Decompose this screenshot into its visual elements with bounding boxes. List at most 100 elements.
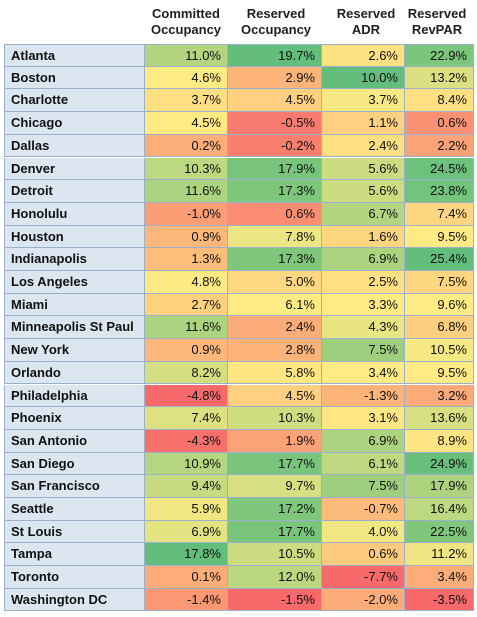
value-cell: 11.0% (145, 44, 228, 67)
city-label: Orlando (4, 361, 145, 385)
table-row: San Antonio -4.3% 1.9% 6.9% 8.9% (4, 429, 474, 453)
value-cell: 4.0% (322, 520, 405, 544)
value-cell: 0.1% (145, 566, 228, 589)
column-header-line1: Reserved (407, 6, 467, 21)
value-cell: 6.9% (322, 248, 405, 271)
table-row: Toronto 0.1% 12.0% -7.7% 3.4% (4, 566, 474, 589)
value-cell: 1.9% (228, 429, 322, 453)
value-cell: 1.6% (322, 225, 405, 249)
table-row: Denver 10.3% 17.9% 5.6% 24.5% (4, 157, 474, 181)
value-cell: 13.2% (405, 66, 474, 90)
table-row: New York 0.9% 2.8% 7.5% 10.5% (4, 339, 474, 362)
value-cell: -1.0% (145, 202, 228, 226)
value-cell: 17.3% (228, 180, 322, 203)
value-cell: 6.1% (228, 293, 322, 317)
table-row: Charlotte 3.7% 4.5% 3.7% 8.4% (4, 89, 474, 113)
city-label: Charlotte (4, 89, 145, 113)
city-label: Washington DC (4, 588, 145, 612)
value-cell: 25.4% (405, 248, 474, 271)
value-cell: 0.2% (145, 134, 228, 158)
value-cell: 17.2% (228, 498, 322, 521)
table-row: Minneapolis St Paul 11.6% 2.4% 4.3% 6.8% (4, 316, 474, 340)
value-cell: 4.8% (145, 271, 228, 294)
value-cell: 4.5% (145, 112, 228, 135)
value-cell: 11.2% (405, 543, 474, 567)
table-row: St Louis 6.9% 17.7% 4.0% 22.5% (4, 520, 474, 544)
value-cell: -2.0% (322, 588, 405, 612)
column-header-line2: ADR (351, 22, 381, 37)
value-cell: -4.3% (145, 429, 228, 453)
table-row: Detroit 11.6% 17.3% 5.6% 23.8% (4, 180, 474, 203)
value-cell: 10.9% (145, 452, 228, 476)
value-cell: 10.3% (145, 157, 228, 181)
value-cell: -1.5% (228, 588, 322, 612)
value-cell: 3.2% (405, 384, 474, 408)
value-cell: -0.5% (228, 112, 322, 135)
table-row: Houston 0.9% 7.8% 1.6% 9.5% (4, 225, 474, 249)
value-cell: 24.9% (405, 452, 474, 476)
city-label: Dallas (4, 134, 145, 158)
table-row: Orlando 8.2% 5.8% 3.4% 9.5% (4, 361, 474, 385)
value-cell: 11.6% (145, 180, 228, 203)
column-header: Committed Occupancy (136, 6, 236, 42)
value-cell: 0.6% (405, 112, 474, 135)
value-cell: 2.8% (228, 339, 322, 362)
value-cell: 4.5% (228, 384, 322, 408)
value-cell: 17.8% (145, 543, 228, 567)
city-label: New York (4, 339, 145, 362)
table-row: Washington DC -1.4% -1.5% -2.0% -3.5% (4, 588, 474, 612)
table-row: Phoenix 7.4% 10.3% 3.1% 13.6% (4, 407, 474, 430)
city-label: Miami (4, 293, 145, 317)
value-cell: 2.4% (228, 316, 322, 340)
value-cell: 4.3% (322, 316, 405, 340)
column-header-line2: RevPAR (411, 22, 463, 37)
table-row: Miami 2.7% 6.1% 3.3% 9.6% (4, 293, 474, 317)
value-cell: 2.2% (405, 134, 474, 158)
value-cell: 9.5% (405, 225, 474, 249)
table-row: Los Angeles 4.8% 5.0% 2.5% 7.5% (4, 271, 474, 294)
city-label: Boston (4, 66, 145, 90)
table-row: Atlanta 11.0% 19.7% 2.6% 22.9% (4, 44, 474, 67)
table-row: Boston 4.6% 2.9% 10.0% 13.2% (4, 66, 474, 90)
value-cell: 4.5% (228, 89, 322, 113)
value-cell: -0.2% (228, 134, 322, 158)
value-cell: -7.7% (322, 566, 405, 589)
value-cell: 13.6% (405, 407, 474, 430)
value-cell: 10.5% (228, 543, 322, 567)
value-cell: 7.8% (228, 225, 322, 249)
value-cell: 12.0% (228, 566, 322, 589)
table-row: Philadelphia -4.8% 4.5% -1.3% 3.2% (4, 384, 474, 408)
table-row: Seattle 5.9% 17.2% -0.7% 16.4% (4, 498, 474, 521)
city-label: Tampa (4, 543, 145, 567)
value-cell: 3.3% (322, 293, 405, 317)
column-header-line1: Reserved (336, 6, 396, 21)
value-cell: -1.3% (322, 384, 405, 408)
value-cell: 6.8% (405, 316, 474, 340)
value-cell: 7.5% (322, 475, 405, 498)
value-cell: 7.5% (322, 339, 405, 362)
value-cell: 8.9% (405, 429, 474, 453)
value-cell: 17.7% (228, 520, 322, 544)
value-cell: 5.6% (322, 180, 405, 203)
table-row: Dallas 0.2% -0.2% 2.4% 2.2% (4, 134, 474, 158)
value-cell: 9.5% (405, 361, 474, 385)
value-cell: 17.9% (405, 475, 474, 498)
value-cell: 2.7% (145, 293, 228, 317)
city-label: Los Angeles (4, 271, 145, 294)
value-cell: 3.1% (322, 407, 405, 430)
value-cell: 17.7% (228, 452, 322, 476)
city-label: Philadelphia (4, 384, 145, 408)
value-cell: 8.4% (405, 89, 474, 113)
value-cell: 7.4% (145, 407, 228, 430)
city-label: San Francisco (4, 475, 145, 498)
value-cell: 10.0% (322, 66, 405, 90)
value-cell: 9.6% (405, 293, 474, 317)
value-cell: 1.1% (322, 112, 405, 135)
city-label: Indianapolis (4, 248, 145, 271)
value-cell: 0.6% (322, 543, 405, 567)
value-cell: 4.6% (145, 66, 228, 90)
value-cell: 5.9% (145, 498, 228, 521)
city-label: Honolulu (4, 202, 145, 226)
value-cell: 7.4% (405, 202, 474, 226)
